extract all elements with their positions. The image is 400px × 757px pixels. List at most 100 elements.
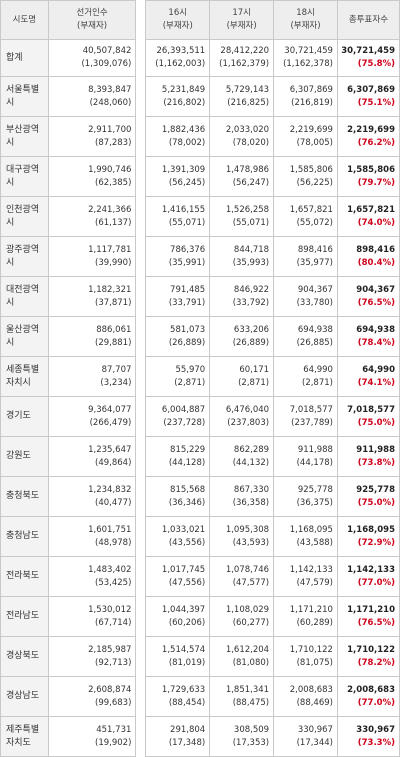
count-value: 694,938	[297, 324, 333, 335]
absentee-count: (216,825)	[227, 97, 270, 108]
absentee-count: (43,588)	[296, 537, 333, 548]
region-name: 충청남도	[0, 516, 49, 557]
count-value: 1,990,746	[88, 164, 132, 175]
cell-16h: 5,231,849 (216,802)	[145, 76, 211, 117]
cell-electorate: 8,393,847 (248,060)	[47, 76, 137, 117]
column-gap	[135, 396, 146, 437]
cell-18h: 1,710,122 (81,075)	[273, 636, 338, 677]
total-voters-value: 1,657,821	[347, 204, 395, 215]
count-value: 1,182,321	[88, 284, 132, 295]
absentee-count: (53,425)	[95, 577, 132, 588]
absentee-count: (47,577)	[232, 577, 270, 588]
absentee-count: (3,234)	[100, 377, 132, 388]
absentee-count: (17,344)	[296, 737, 333, 748]
count-value: 846,922	[233, 284, 270, 295]
absentee-count: (60,206)	[168, 617, 206, 628]
absentee-count: (87,283)	[95, 137, 132, 148]
absentee-count: (26,885)	[296, 337, 333, 348]
count-value: 7,018,577	[289, 404, 333, 415]
count-value: 6,307,869	[289, 84, 333, 95]
count-value: 862,289	[233, 444, 270, 455]
absentee-count: (61,137)	[95, 217, 132, 228]
table-row: 부산광역시 2,911,700 (87,283) 1,882,436 (78,002) 2…	[0, 116, 400, 157]
count-value: 28,412,220	[220, 46, 270, 56]
count-value: 60,171	[239, 364, 270, 375]
column-gap	[135, 76, 146, 117]
count-value: 1,530,012	[88, 604, 132, 615]
absentee-count: (36,375)	[296, 497, 333, 508]
cell-18h: 2,008,683 (88,469)	[273, 676, 338, 717]
count-value: 1,171,210	[289, 604, 333, 615]
absentee-count: (47,556)	[168, 577, 206, 588]
absentee-count: (29,881)	[95, 337, 132, 348]
total-voters-value: 911,988	[356, 444, 395, 455]
absentee-count: (49,864)	[95, 457, 132, 468]
count-value: 581,073	[170, 324, 206, 335]
cell-total-voters: 1,168,095 (72.9%)	[336, 516, 400, 557]
total-voters-value: 6,307,869	[347, 84, 395, 95]
count-value: 5,231,849	[161, 84, 206, 95]
region-name: 대전광역시	[0, 276, 49, 317]
header-18h: 18시 (부재자)	[273, 0, 338, 40]
count-value: 6,476,040	[225, 404, 270, 415]
table-row: 경상북도 2,185,987 (92,713) 1,514,574 (81,019) 1,…	[0, 636, 400, 677]
count-value: 1,514,574	[161, 644, 206, 655]
absentee-count: (216,802)	[163, 97, 206, 108]
absentee-count: (78,005)	[296, 137, 333, 148]
count-value: 1,612,204	[225, 644, 270, 655]
table-row: 울산광역시 886,061 (29,881) 581,073 (26,889) 633,2…	[0, 316, 400, 357]
cell-total-voters: 898,416 (80.4%)	[336, 236, 400, 277]
absentee-count: (33,780)	[296, 297, 333, 308]
turnout-rate: (78.2%)	[357, 657, 395, 668]
cell-electorate: 2,185,987 (92,713)	[47, 636, 137, 677]
absentee-count: (35,991)	[168, 257, 206, 268]
absentee-count: (237,728)	[163, 417, 206, 428]
count-value: 1,168,095	[289, 524, 333, 535]
column-gap	[135, 436, 146, 477]
absentee-count: (33,791)	[168, 297, 206, 308]
count-value: 330,967	[297, 724, 333, 735]
absentee-count: (78,002)	[168, 137, 206, 148]
cell-18h: 7,018,577 (237,789)	[273, 396, 338, 437]
cell-electorate: 1,235,647 (49,864)	[47, 436, 137, 477]
cell-total-voters: 694,938 (78.4%)	[336, 316, 400, 357]
count-value: 886,061	[96, 324, 132, 335]
region-name: 제주특별자치도	[0, 716, 49, 757]
header-16h: 16시 (부재자)	[145, 0, 211, 40]
cell-18h: 1,142,133 (47,579)	[273, 556, 338, 597]
count-value: 1,601,751	[88, 524, 132, 535]
absentee-count: (99,683)	[95, 697, 132, 708]
region-name: 부산광역시	[0, 116, 49, 157]
turnout-rate: (73.3%)	[357, 737, 395, 748]
count-value: 904,367	[297, 284, 333, 295]
table-row: 대구광역시 1,990,746 (62,385) 1,391,309 (56,245) 1…	[0, 156, 400, 197]
table-row: 전라북도 1,483,402 (53,425) 1,017,745 (47,556) 1,…	[0, 556, 400, 597]
absentee-count: (35,993)	[232, 257, 270, 268]
total-voters-value: 30,721,459	[341, 46, 395, 56]
cell-total-voters: 925,778 (75.0%)	[336, 476, 400, 517]
column-gap	[135, 156, 146, 197]
cell-16h: 1,391,309 (56,245)	[145, 156, 211, 197]
turnout-rate: (76.5%)	[357, 617, 395, 628]
cell-18h: 330,967 (17,344)	[273, 716, 338, 757]
count-value: 55,970	[175, 364, 206, 375]
total-voters-value: 1,710,122	[347, 644, 395, 655]
absentee-count: (216,819)	[291, 97, 333, 108]
absentee-count: (237,803)	[227, 417, 270, 428]
count-value: 786,376	[170, 244, 206, 255]
cell-total-voters: 30,721,459 (75.8%)	[336, 39, 400, 77]
absentee-count: (81,080)	[232, 657, 270, 668]
column-gap	[135, 556, 146, 597]
count-value: 844,718	[233, 244, 270, 255]
cell-electorate: 1,483,402 (53,425)	[47, 556, 137, 597]
column-gap	[135, 116, 146, 157]
cell-18h: 1,585,806 (56,225)	[273, 156, 338, 197]
total-voters-value: 1,585,806	[347, 164, 395, 175]
absentee-count: (1,162,378)	[283, 59, 333, 69]
region-name: 광주광역시	[0, 236, 49, 277]
total-voters-value: 904,367	[356, 284, 395, 295]
count-value: 87,707	[101, 364, 132, 375]
count-value: 308,509	[233, 724, 270, 735]
total-row: 합계 40,507,842 (1,309,076) 26,393,511 (1,162,…	[0, 39, 400, 77]
